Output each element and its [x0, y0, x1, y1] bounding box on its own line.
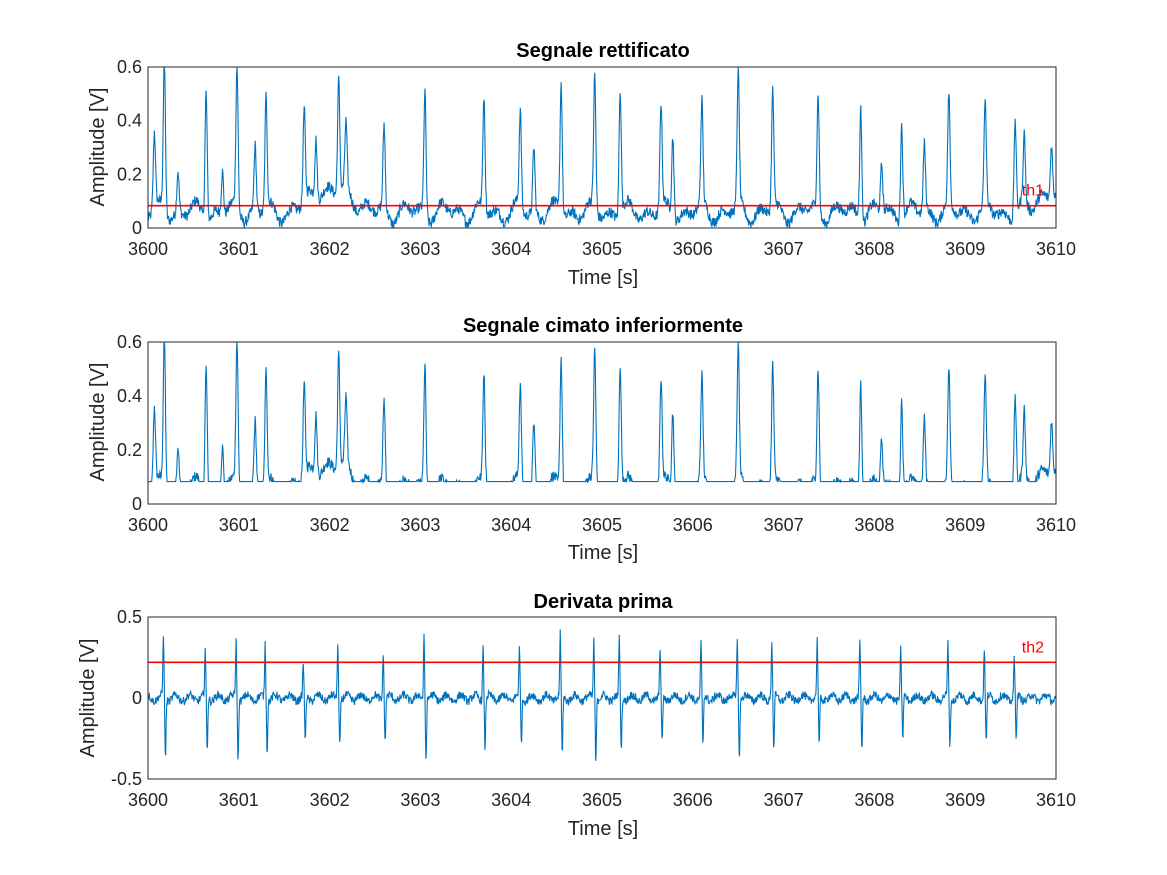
x-tick-label: 3606 — [673, 239, 713, 259]
x-tick-label: 3606 — [673, 515, 713, 535]
y-tick-label: 0.2 — [117, 164, 142, 184]
chart-panel-derivative: Derivata prima 3600 3601 3602 3603 3604 3605 3… — [77, 591, 1076, 840]
y-tick-label: 0 — [132, 494, 142, 514]
tick-layer: 3600 3601 3602 3603 3604 3605 3606 3607 3608 3609… — [111, 607, 1076, 810]
x-tick-label: 3602 — [310, 790, 350, 810]
x-tick-label: 3601 — [219, 515, 259, 535]
x-tick-label: 3608 — [854, 790, 894, 810]
x-tick-label: 3609 — [945, 790, 985, 810]
x-tick-label: 3610 — [1036, 790, 1076, 810]
y-tick-label: 0.4 — [117, 386, 142, 406]
x-tick-label: 3608 — [854, 239, 894, 259]
x-tick-label: 3603 — [400, 515, 440, 535]
x-tick-label: 3608 — [854, 515, 894, 535]
x-tick-label: 3605 — [582, 515, 622, 535]
x-tick-label: 3604 — [491, 515, 531, 535]
plot-area: th2 — [147, 616, 1057, 780]
chart-panel-clipped: Segnale cimato inferiormente 3600 3601 360… — [87, 315, 1076, 564]
y-axis-label: Amplitude [V] — [87, 88, 109, 207]
chart-panel-rectified: Segnale rettificato 3600 3601 3602 3603 3604… — [87, 40, 1076, 289]
x-tick-label: 3600 — [128, 515, 168, 535]
x-axis-label: Time [s] — [568, 818, 638, 840]
plot-area: th1 — [147, 66, 1057, 229]
y-tick-label: 0.2 — [117, 440, 142, 460]
x-tick-label: 3602 — [310, 515, 350, 535]
series-line — [147, 629, 1057, 761]
chart-title: Derivata prima — [534, 591, 674, 613]
x-tick-label: 3600 — [128, 239, 168, 259]
y-tick-label: 0.4 — [117, 111, 142, 131]
axes-background — [148, 342, 1056, 504]
x-tick-label: 3600 — [128, 790, 168, 810]
y-axis-label: Amplitude [V] — [77, 639, 99, 758]
x-tick-label: 3601 — [219, 239, 259, 259]
x-tick-label: 3609 — [945, 239, 985, 259]
series-line — [147, 66, 1057, 229]
x-tick-label: 3610 — [1036, 239, 1076, 259]
y-tick-label: 0.6 — [117, 332, 142, 352]
x-tick-label: 3606 — [673, 790, 713, 810]
tick-layer: 3600 3601 3602 3603 3604 3605 3606 3607 3608 3609… — [117, 57, 1076, 259]
x-tick-label: 3604 — [491, 790, 531, 810]
tick-layer: 3600 3601 3602 3603 3604 3605 3606 3607 3608 3609… — [117, 332, 1076, 535]
x-tick-label: 3605 — [582, 790, 622, 810]
x-tick-label: 3609 — [945, 515, 985, 535]
y-tick-label: 0.5 — [117, 607, 142, 627]
axes-frame — [147, 616, 1057, 780]
y-axis-label: Amplitude [V] — [87, 363, 109, 482]
x-tick-label: 3607 — [764, 790, 804, 810]
y-tick-label: 0 — [132, 688, 142, 708]
x-tick-label: 3603 — [400, 790, 440, 810]
plot-area — [147, 341, 1057, 505]
x-tick-label: 3603 — [400, 239, 440, 259]
chart-title: Segnale rettificato — [516, 40, 689, 62]
y-tick-label: 0 — [132, 218, 142, 238]
series-line — [148, 341, 1057, 484]
x-axis-label: Time [s] — [568, 542, 638, 564]
axes-background — [148, 67, 1056, 228]
axes-frame — [147, 66, 1057, 229]
x-tick-label: 3610 — [1036, 515, 1076, 535]
y-tick-label: -0.5 — [111, 769, 142, 789]
chart-title: Segnale cimato inferiormente — [463, 315, 743, 337]
x-axis-label: Time [s] — [568, 267, 638, 289]
y-tick-label: 0.6 — [117, 57, 142, 77]
x-tick-label: 3604 — [491, 239, 531, 259]
threshold-label: th1 — [1022, 183, 1044, 200]
x-tick-label: 3601 — [219, 790, 259, 810]
x-tick-label: 3602 — [310, 239, 350, 259]
x-tick-label: 3605 — [582, 239, 622, 259]
threshold-label: th2 — [1022, 639, 1044, 656]
x-tick-label: 3607 — [764, 239, 804, 259]
x-tick-label: 3607 — [764, 515, 804, 535]
axes-frame — [147, 341, 1057, 505]
